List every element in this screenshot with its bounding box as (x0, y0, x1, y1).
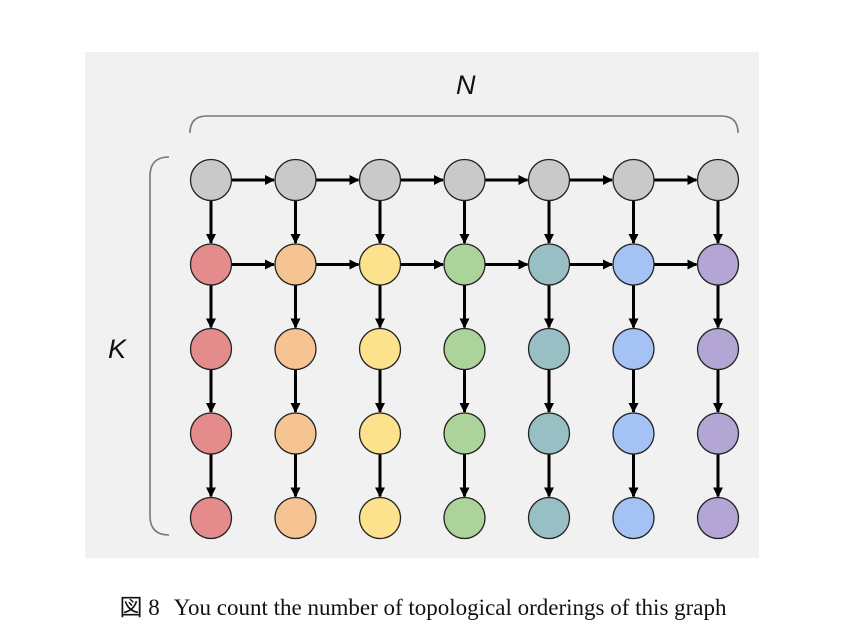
figure-caption: 図 8 You count the number of topological o… (0, 588, 846, 622)
graph-node (527, 412, 571, 455)
graph-node (696, 243, 740, 286)
graph-node (274, 158, 317, 202)
graph-node (189, 412, 233, 455)
edges-layer (205, 174, 724, 498)
graph-node (274, 496, 317, 540)
graph-node (443, 327, 486, 371)
graph-node (696, 496, 740, 540)
graph-node (612, 158, 655, 202)
n-bracket (189, 115, 739, 134)
graph-node (189, 158, 233, 202)
n-label: N (456, 70, 476, 100)
graph-node (443, 158, 486, 202)
graph-node (358, 496, 402, 540)
caption-text: You count the number of topological orde… (173, 595, 727, 620)
graph-node (274, 327, 317, 371)
graph-node (612, 412, 655, 455)
graph-node (189, 243, 233, 286)
graph-node (527, 496, 571, 540)
graph-node (189, 496, 233, 540)
nodes-layer (189, 158, 740, 540)
graph-node (612, 327, 655, 371)
graph-node (358, 243, 402, 286)
graph-node (358, 327, 402, 371)
graph-node (443, 243, 486, 286)
graph-node (358, 412, 402, 455)
graph-node (527, 243, 571, 286)
k-label: K (108, 334, 127, 364)
graph-node (612, 243, 655, 286)
figure-panel (85, 52, 759, 558)
caption-number: 図 8 (119, 595, 160, 620)
graph-node (189, 327, 233, 371)
k-bracket (149, 156, 170, 536)
graph-node (527, 158, 571, 202)
graph-node (696, 158, 740, 202)
graph-node (443, 412, 486, 455)
graph-node (612, 496, 655, 540)
graph-node (274, 243, 317, 286)
graph-node (527, 327, 571, 371)
graph-node (274, 412, 317, 455)
graph-node (358, 158, 402, 202)
graph-node (443, 496, 486, 540)
graph-node (696, 327, 740, 371)
graph-node (696, 412, 740, 455)
